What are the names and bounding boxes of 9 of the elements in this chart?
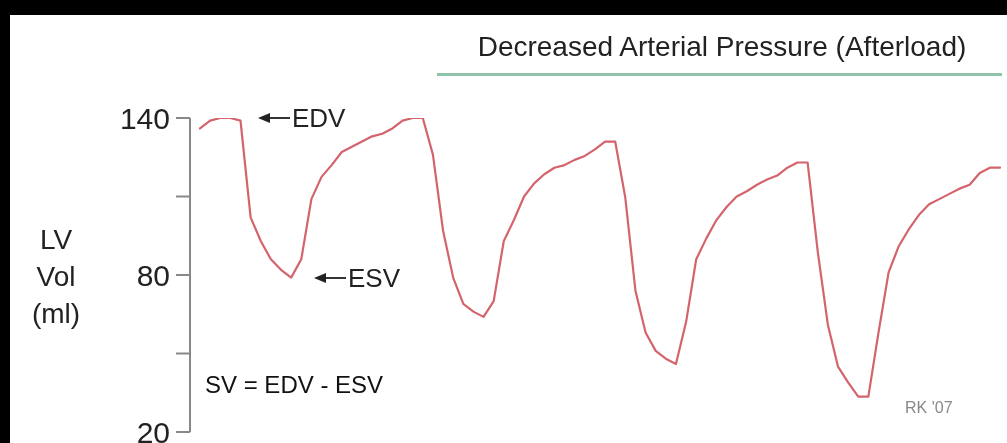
annotation: SV = EDV - ESV (205, 371, 384, 398)
y-tick-label: 80 (136, 258, 170, 292)
y-tick-label: 140 (119, 101, 170, 135)
chart-title: Decreased Arterial Pressure (Afterload) (477, 31, 967, 62)
annotation: ESV (348, 263, 401, 293)
y-axis-title: LV Vol (ml) (31, 224, 81, 329)
annotation: EDV (292, 103, 347, 133)
y-tick-label: 20 (136, 415, 170, 443)
annotation: RK '07 (905, 399, 953, 416)
